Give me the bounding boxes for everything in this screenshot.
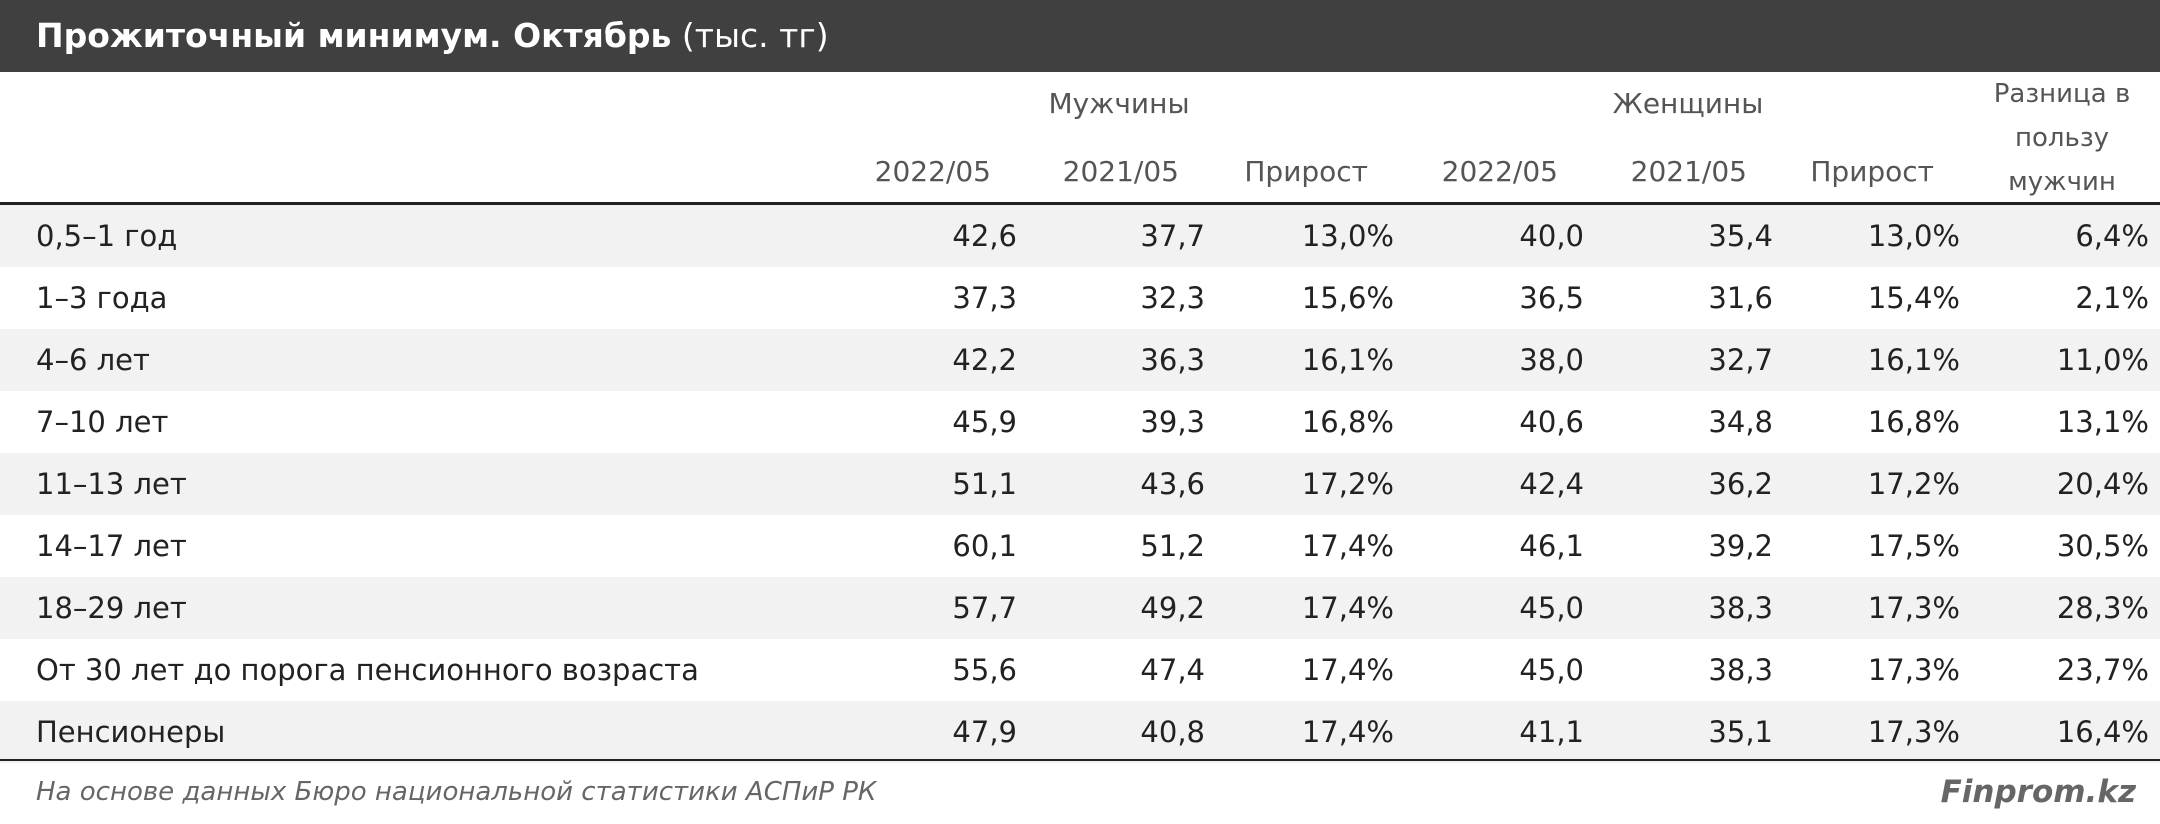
row-label: 4–6 лет bbox=[36, 343, 150, 377]
value-cell: 23,7% bbox=[2056, 653, 2149, 687]
value-cell: 51,2 bbox=[1140, 529, 1205, 563]
row-label: 7–10 лет bbox=[36, 405, 169, 439]
column-header: 2022/05 bbox=[1441, 155, 1558, 188]
column-header: Разница в пользу мужчин bbox=[1993, 79, 2131, 197]
row-stripe bbox=[0, 453, 2160, 515]
value-cell: 16,4% bbox=[2056, 715, 2149, 749]
value-cell: 45,0 bbox=[1519, 591, 1584, 625]
value-cell: 11,0% bbox=[2056, 343, 2149, 377]
title: Прожиточный минимум. Октябрь (тыс. тг) bbox=[36, 0, 829, 72]
row-label: 14–17 лет bbox=[36, 529, 187, 563]
source: На основе данных Бюро национальной стати… bbox=[36, 777, 877, 807]
value-cell: 17,4% bbox=[1301, 715, 1394, 749]
value-cell: 28,3% bbox=[2056, 591, 2149, 625]
value-cell: 37,3 bbox=[952, 281, 1017, 315]
value-cell: 38,0 bbox=[1519, 343, 1584, 377]
value-cell: 16,8% bbox=[1301, 405, 1394, 439]
row-label: 11–13 лет bbox=[36, 467, 187, 501]
value-cell: 38,3 bbox=[1708, 591, 1773, 625]
brand: Finprom.kz bbox=[1940, 774, 2136, 810]
value-cell: 20,4% bbox=[2056, 467, 2149, 501]
row-stripe bbox=[0, 205, 2160, 267]
value-cell: 45,0 bbox=[1519, 653, 1584, 687]
column-header: Прирост bbox=[1244, 155, 1368, 188]
value-cell: 17,4% bbox=[1301, 653, 1394, 687]
value-cell: 42,4 bbox=[1519, 467, 1584, 501]
column-header: 2022/05 bbox=[874, 155, 991, 188]
value-cell: 17,5% bbox=[1867, 529, 1960, 563]
value-cell: 42,6 bbox=[952, 219, 1017, 253]
value-cell: 17,3% bbox=[1867, 591, 1960, 625]
value-cell: 16,1% bbox=[1301, 343, 1394, 377]
value-cell: 35,4 bbox=[1708, 219, 1773, 253]
value-cell: 49,2 bbox=[1140, 591, 1205, 625]
value-cell: 32,7 bbox=[1708, 343, 1773, 377]
value-cell: 36,3 bbox=[1140, 343, 1205, 377]
footer-rule bbox=[0, 759, 2160, 761]
value-cell: 13,1% bbox=[2056, 405, 2149, 439]
value-cell: 47,9 bbox=[952, 715, 1017, 749]
row-stripe bbox=[0, 577, 2160, 639]
row-stripe bbox=[0, 701, 2160, 763]
value-cell: 36,2 bbox=[1708, 467, 1773, 501]
value-cell: 45,9 bbox=[952, 405, 1017, 439]
value-cell: 60,1 bbox=[952, 529, 1017, 563]
value-cell: 39,2 bbox=[1708, 529, 1773, 563]
header-rule bbox=[0, 202, 2160, 205]
row-label: 0,5–1 год bbox=[36, 219, 178, 253]
value-cell: 15,6% bbox=[1301, 281, 1394, 315]
value-cell: 2,1% bbox=[2075, 281, 2149, 315]
value-cell: 17,2% bbox=[1867, 467, 1960, 501]
title-text: Прожиточный минимум. Октябрь bbox=[36, 16, 672, 55]
value-cell: 15,4% bbox=[1867, 281, 1960, 315]
value-cell: 17,3% bbox=[1867, 715, 1960, 749]
value-cell: 34,8 bbox=[1708, 405, 1773, 439]
value-cell: 17,3% bbox=[1867, 653, 1960, 687]
value-cell: 42,2 bbox=[952, 343, 1017, 377]
value-cell: 16,1% bbox=[1867, 343, 1960, 377]
value-cell: 47,4 bbox=[1140, 653, 1205, 687]
value-cell: 35,1 bbox=[1708, 715, 1773, 749]
value-cell: 6,4% bbox=[2075, 219, 2149, 253]
value-cell: 39,3 bbox=[1140, 405, 1205, 439]
row-label: 1–3 года bbox=[36, 281, 168, 315]
column-header: 2021/05 bbox=[1062, 155, 1179, 188]
column-header: Прирост bbox=[1810, 155, 1934, 188]
value-cell: 41,1 bbox=[1519, 715, 1584, 749]
value-cell: 46,1 bbox=[1519, 529, 1584, 563]
value-cell: 57,7 bbox=[952, 591, 1017, 625]
value-cell: 55,6 bbox=[952, 653, 1017, 687]
value-cell: 36,5 bbox=[1519, 281, 1584, 315]
value-cell: 32,3 bbox=[1140, 281, 1205, 315]
value-cell: 40,0 bbox=[1519, 219, 1584, 253]
row-label: 18–29 лет bbox=[36, 591, 187, 625]
value-cell: 31,6 bbox=[1708, 281, 1773, 315]
row-label: От 30 лет до порога пенсионного возраста bbox=[36, 653, 699, 687]
value-cell: 13,0% bbox=[1867, 219, 1960, 253]
title-unit: (тыс. тг) bbox=[681, 16, 829, 55]
column-header: 2021/05 bbox=[1630, 155, 1747, 188]
row-label: Пенсионеры bbox=[36, 715, 226, 749]
value-cell: 17,2% bbox=[1301, 467, 1394, 501]
value-cell: 17,4% bbox=[1301, 529, 1394, 563]
value-cell: 37,7 bbox=[1140, 219, 1205, 253]
group-header: Женщины bbox=[1612, 87, 1764, 120]
row-stripe bbox=[0, 329, 2160, 391]
group-header: Мужчины bbox=[1048, 87, 1190, 120]
value-cell: 13,0% bbox=[1301, 219, 1394, 253]
value-cell: 16,8% bbox=[1867, 405, 1960, 439]
value-cell: 40,8 bbox=[1140, 715, 1205, 749]
value-cell: 17,4% bbox=[1301, 591, 1394, 625]
value-cell: 30,5% bbox=[2056, 529, 2149, 563]
value-cell: 38,3 bbox=[1708, 653, 1773, 687]
value-cell: 43,6 bbox=[1140, 467, 1205, 501]
value-cell: 51,1 bbox=[952, 467, 1017, 501]
title-bar bbox=[0, 0, 2160, 72]
value-cell: 40,6 bbox=[1519, 405, 1584, 439]
